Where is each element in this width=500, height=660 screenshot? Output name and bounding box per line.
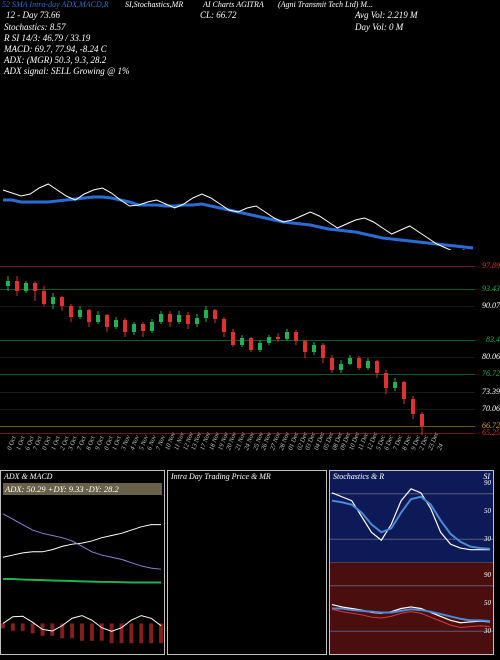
candle [177,255,181,450]
candle [240,255,244,450]
candle [159,255,163,450]
candle [267,255,271,450]
candle [231,255,235,450]
x-tick: 24 [436,443,445,452]
candle [15,255,19,450]
header-cl: CL: 66.72 [200,10,237,20]
axis-num: 30 [484,535,491,543]
candle [150,255,154,450]
candle [96,255,100,450]
candle [258,255,262,450]
candle [393,255,397,450]
axis-num: 90 [484,571,491,579]
y-axis-label: 83.4 [486,335,500,344]
axis-num: 50 [484,599,491,607]
sma-line [3,197,473,248]
y-axis-label: 93.43 [482,284,500,293]
candle [276,255,280,450]
candle [339,255,343,450]
candle [204,255,208,450]
adx-title: ADX & MACD [4,472,52,481]
candle [51,255,55,450]
candle [42,255,46,450]
axis-num: 30 [484,627,491,635]
rsi-sub: 90 50 30 [330,563,493,654]
adx-banner: ADX: 50.29 +DY: 9.33 -DY: 28.2 [3,483,162,495]
candle [168,255,172,450]
top-label: AI Charts AGITRA [203,0,264,9]
macd-green [3,579,161,583]
candle [60,255,64,450]
candle [330,255,334,450]
candle [24,255,28,450]
sub-svg [330,563,493,654]
candle [366,255,370,450]
y-axis-label: 90.07 [482,301,500,310]
bottom-panels: ADX & MACD ADX: 50.29 +DY: 9.33 -DY: 28.… [0,470,500,660]
sma-price-chart [0,30,475,250]
candle [285,255,289,450]
header-avg: Avg Vol: 2.219 M [355,10,418,20]
y-axis-label: 73.39 [482,387,500,396]
y-axis-label: 70.06 [482,404,500,413]
candle [384,255,388,450]
candle [195,255,199,450]
intraday-panel: Intra Day Trading Price & MR [167,470,327,655]
top-label: SI,Stochastics,MR [125,0,183,9]
candle [222,255,226,450]
stoch-sub: 905030 [330,471,493,563]
candle [294,255,298,450]
y-axis-label: 76.72 [482,369,500,378]
candle [402,255,406,450]
candle [420,255,424,450]
axis-num: 50 [484,507,491,515]
y-axis-label: 65.25 [482,428,500,437]
stoch-title: Stochastics & R [333,472,384,481]
candle-chart: 97.89 93.43 90.07 83.4 80.06 76.72 73.39 70.06 6… [0,255,500,450]
candle [87,255,91,450]
candle [303,255,307,450]
candle [411,255,415,450]
candle [186,255,190,450]
candle [312,255,316,450]
candle [114,255,118,450]
candle [141,255,145,450]
adx-white [3,525,161,558]
header-12day: 12 - Day 73.66 [6,10,60,20]
y-axis-label: 97.89 [482,261,500,270]
stoch-rsi-panel: Stochastics & R SI 90 50 30 90 50 30 [329,470,494,655]
candle [78,255,82,450]
adx-purple [3,514,161,569]
top-label: 52 SMA Intra-day ADX,MACD,R [2,0,109,9]
candle [132,255,136,450]
adx-svg [1,499,164,654]
y-axis-label: 80.06 [482,352,500,361]
candle [6,255,10,450]
candle [105,255,109,450]
adx-macd-panel: ADX & MACD ADX: 50.29 +DY: 9.33 -DY: 28.… [0,470,165,655]
candle [213,255,217,450]
candle [348,255,352,450]
candle [375,255,379,450]
top-label: (Agni Transmit Tech Ltd) M... [278,0,373,9]
candle [123,255,127,450]
intra-title: Intra Day Trading Price & MR [171,472,271,481]
candle [321,255,325,450]
si-title: SI [483,472,490,481]
x-axis: 0 Oct1 Oct6 Oct7 Oct0 Oct1 Oct2 Oct3 Oct… [0,450,475,466]
candle [357,255,361,450]
candle [33,255,37,450]
sub-svg [330,471,493,562]
candle [69,255,73,450]
candle [249,255,253,450]
